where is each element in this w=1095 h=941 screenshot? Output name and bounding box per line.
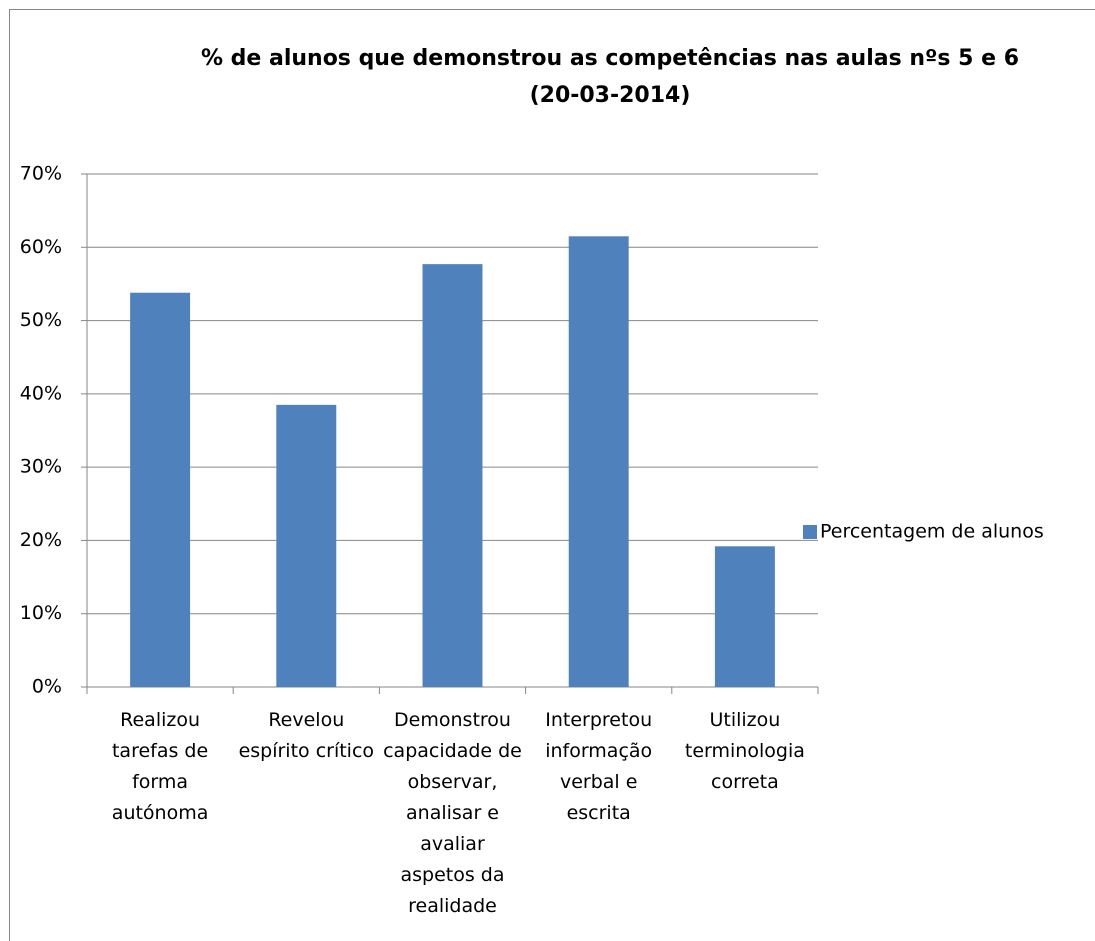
- bar: [276, 404, 337, 687]
- y-tick-label: 60%: [20, 236, 62, 258]
- y-tick-label: 70%: [20, 163, 62, 185]
- y-tick-label: 50%: [20, 309, 62, 331]
- bar: [130, 292, 191, 687]
- x-tick-label: Realizou tarefas de forma autónoma: [111, 709, 209, 824]
- y-tick-label: 10%: [20, 602, 62, 624]
- legend-swatch: [803, 525, 817, 539]
- bar: [568, 236, 629, 688]
- x-tick-label: Utilizou terminologia correta: [684, 709, 805, 793]
- y-tick-label: 20%: [20, 529, 62, 551]
- y-tick-label: 30%: [20, 456, 62, 478]
- bar: [422, 264, 483, 687]
- chart-frame: [9, 9, 1095, 941]
- legend-label: Percentagem de alunos: [820, 521, 1044, 543]
- x-tick-label: Demonstrou capacidade de observar, anali…: [383, 709, 522, 917]
- x-tick-label: Interpretou informação verbal e escrita: [545, 709, 653, 824]
- chart-title: % de alunos que demonstrou as competênci…: [200, 46, 1020, 108]
- x-tick-label: Revelou espírito crítico: [238, 709, 375, 762]
- bar: [714, 546, 775, 687]
- y-tick-label: 0%: [32, 676, 62, 698]
- y-tick-label: 40%: [20, 382, 62, 404]
